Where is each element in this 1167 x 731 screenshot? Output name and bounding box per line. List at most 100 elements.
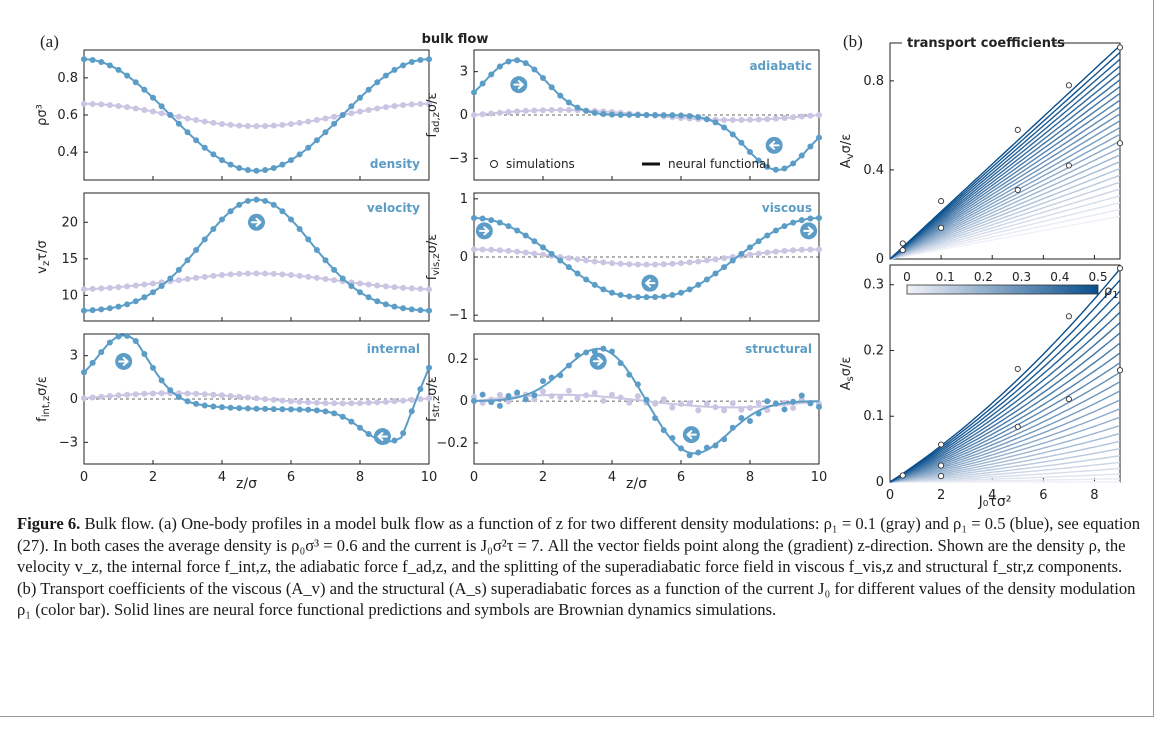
colorbar: 0 0.1 0.2 0.3 0.4 0.5ρ1 <box>903 270 1118 301</box>
right-arrow-circle-icon <box>589 352 607 370</box>
y-tick-label: 0 <box>70 392 78 407</box>
data-point <box>531 392 538 399</box>
data-point <box>115 284 122 291</box>
data-point <box>816 246 822 253</box>
data-point <box>764 116 771 123</box>
data-point <box>357 94 363 101</box>
data-point <box>522 60 529 67</box>
data-point <box>184 257 191 264</box>
coefficient-line <box>889 208 1121 260</box>
data-point <box>712 442 719 449</box>
data-point <box>253 270 260 277</box>
data-point <box>150 390 156 397</box>
colorbar-tick-label: 0 <box>903 270 911 284</box>
left-arrow-circle-icon <box>765 136 783 154</box>
data-point <box>210 151 217 158</box>
coefficient-line <box>889 113 1121 260</box>
data-point <box>331 266 338 273</box>
coefficient-line <box>889 424 1121 483</box>
x-tick-label: 8 <box>746 470 754 485</box>
data-point <box>262 405 269 412</box>
x-axis-label: z/σ <box>236 476 257 492</box>
data-point <box>565 387 572 394</box>
data-point <box>244 394 251 401</box>
data-point <box>514 57 521 64</box>
data-point <box>175 266 182 273</box>
data-point <box>288 121 294 128</box>
data-point <box>210 226 217 233</box>
y-tick-label: 3 <box>460 65 468 80</box>
data-point <box>158 390 165 397</box>
panel-tag: structural <box>745 342 812 356</box>
y-tick-label: 10 <box>61 288 78 303</box>
coefficient-line <box>889 65 1121 260</box>
data-point <box>807 215 814 222</box>
data-point <box>184 398 191 405</box>
data-point <box>738 406 745 413</box>
data-point <box>244 167 251 174</box>
data-point <box>669 260 676 267</box>
data-point <box>557 257 564 264</box>
coefficient-line <box>889 140 1121 260</box>
data-point <box>609 260 615 267</box>
data-point <box>201 391 208 398</box>
coefficient-line <box>889 416 1121 483</box>
data-point <box>505 223 512 230</box>
data-point <box>505 109 512 116</box>
data-point <box>124 104 131 111</box>
data-point <box>626 111 633 118</box>
data-point <box>514 248 521 255</box>
data-point <box>408 396 415 403</box>
data-point <box>106 102 113 109</box>
left-arrow-circle-icon <box>682 426 700 444</box>
x-tick-label: 8 <box>356 470 364 485</box>
data-point <box>634 393 641 400</box>
data-point <box>496 391 503 398</box>
data-point <box>365 86 372 93</box>
data-point <box>391 437 398 444</box>
data-point <box>408 101 415 108</box>
data-point <box>505 392 512 399</box>
data-point <box>583 257 590 264</box>
y-axis-label: fad,zσ/ε <box>425 92 442 137</box>
data-point <box>193 274 200 281</box>
data-point <box>365 431 372 438</box>
data-point <box>408 306 415 313</box>
data-point <box>167 275 174 282</box>
coefficient-line <box>889 399 1121 483</box>
data-point <box>322 129 329 136</box>
data-point <box>660 396 667 403</box>
coefficient-line <box>889 432 1121 483</box>
data-point <box>617 111 624 118</box>
data-point <box>721 124 728 131</box>
data-point <box>729 117 736 124</box>
data-point <box>417 396 424 403</box>
data-point <box>98 393 105 400</box>
data-point <box>729 257 736 264</box>
coefficient-line <box>889 408 1121 483</box>
y-tick-label: 0.1 <box>863 409 884 424</box>
simulation-point <box>899 240 906 247</box>
data-point <box>660 427 667 434</box>
x-tick-label: 2 <box>937 488 945 503</box>
data-point <box>479 391 486 398</box>
y-tick-label: 0 <box>876 252 884 267</box>
coefficient-line <box>889 92 1121 260</box>
data-point <box>374 105 381 112</box>
data-point <box>540 388 546 395</box>
data-point <box>98 101 105 108</box>
simulation-point <box>899 247 906 254</box>
x-axis-label: z/σ <box>626 476 647 492</box>
data-point <box>652 261 659 268</box>
data-point <box>175 120 182 127</box>
data-point <box>288 157 294 164</box>
data-point <box>417 100 424 107</box>
data-point <box>193 390 200 397</box>
data-point <box>417 386 424 393</box>
data-point <box>262 396 269 403</box>
simulation-point <box>938 441 945 448</box>
data-point <box>313 274 320 281</box>
coefficient-line <box>889 106 1121 260</box>
data-point <box>764 398 771 405</box>
data-point <box>807 143 814 150</box>
